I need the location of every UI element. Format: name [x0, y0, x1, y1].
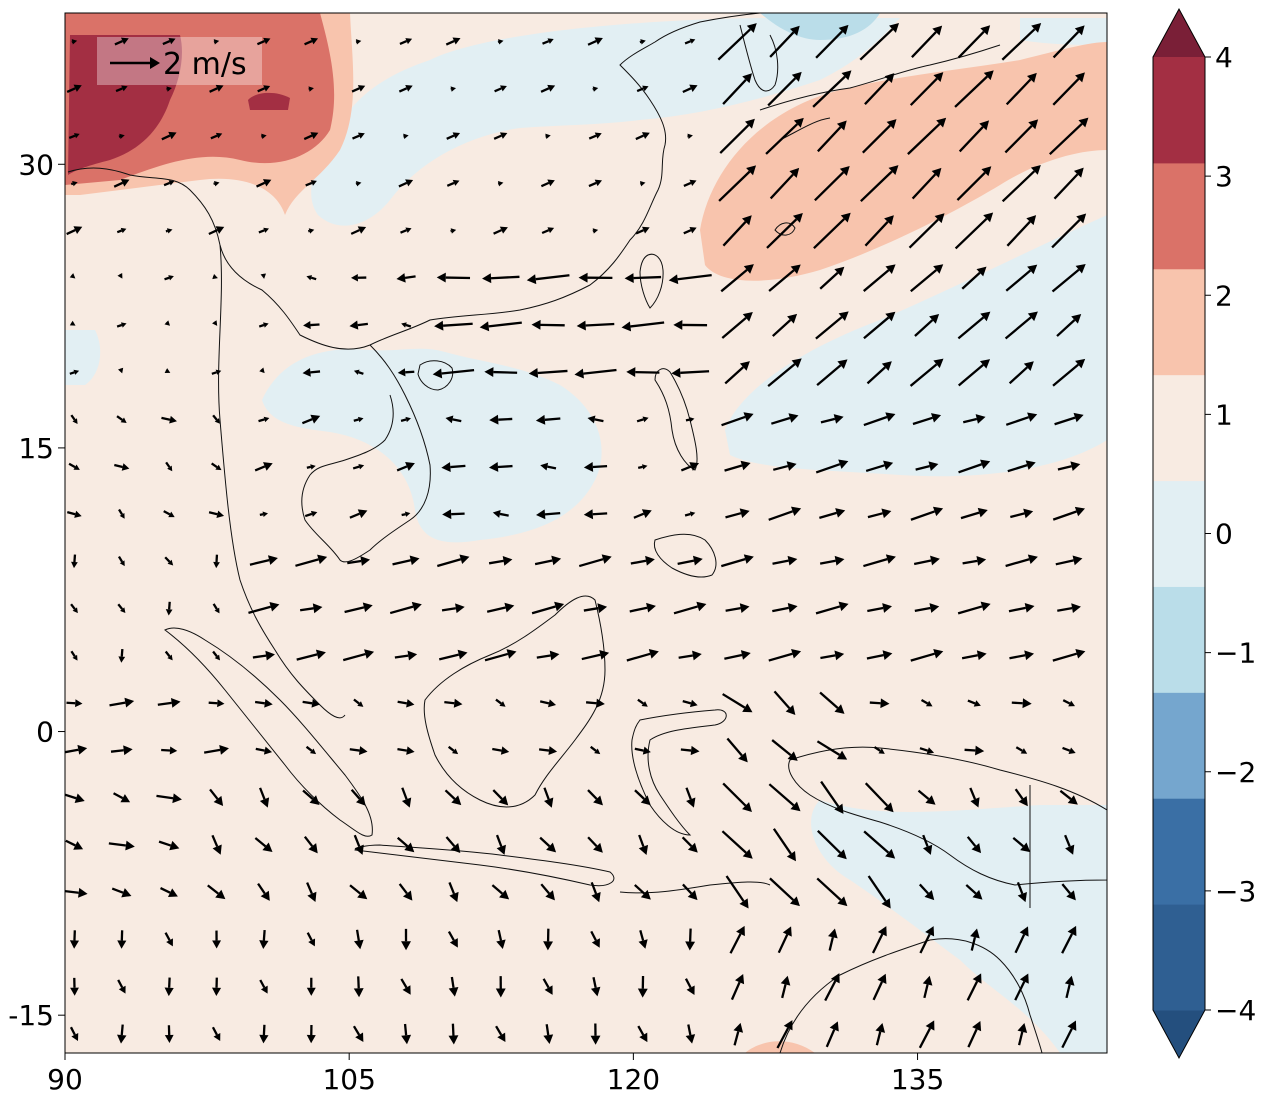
- wind-vector-shaft: [450, 466, 465, 467]
- wind-vector-shaft: [634, 277, 661, 278]
- wind-vector-shaft: [311, 278, 316, 280]
- wind-vector-shaft: [638, 467, 642, 468]
- colorbar-segment: [1153, 481, 1205, 587]
- wind-vector-shaft: [111, 750, 124, 751]
- wind-vector-shaft: [686, 420, 690, 421]
- wind-vector-shaft: [965, 750, 976, 751]
- wind-vector-shaft: [635, 372, 659, 373]
- wind-vector-shaft: [358, 324, 368, 325]
- colorbar-tick-label: 1: [1215, 398, 1233, 431]
- wind-vector-shaft: [264, 1025, 265, 1035]
- colorbar-segment: [1153, 163, 1205, 269]
- wind-vector-shaft: [498, 466, 513, 467]
- colorbar-segment: [1153, 798, 1205, 904]
- wind-vector-shaft: [255, 702, 265, 703]
- wind-vector-shaft: [310, 324, 319, 325]
- wind-vector-shaft: [74, 555, 75, 562]
- colorbar-segment: [1153, 692, 1205, 798]
- wind-vector-shaft: [402, 514, 406, 515]
- wind-vector-shaft: [165, 278, 170, 280]
- colorbar-segment: [1153, 57, 1205, 163]
- wind-vector-shaft: [117, 230, 121, 232]
- wind-vector-shaft: [259, 325, 264, 327]
- colorbar-tick-label: 4: [1215, 41, 1233, 74]
- colorbar-under-extension: [1153, 1010, 1205, 1058]
- wind-vector-shaft: [444, 702, 454, 703]
- x-tick-label: 135: [891, 1063, 944, 1096]
- colorbar-segment: [1153, 586, 1205, 692]
- wind-vector-shaft: [586, 324, 615, 326]
- wind-vector-shaft: [539, 749, 549, 750]
- wind-vector-shaft: [451, 514, 464, 515]
- colorbar-tick-label: −4: [1215, 994, 1256, 1027]
- wind-vector-shaft: [398, 702, 407, 704]
- wind-vector-shaft: [405, 372, 414, 373]
- wind-vector-shaft: [493, 372, 517, 373]
- wind-vector-shaft: [453, 1024, 454, 1036]
- wind-vector-shaft: [1012, 703, 1023, 704]
- wind-vector-shaft: [307, 467, 311, 468]
- wind-vector-shaft: [260, 514, 263, 515]
- y-axis: 30 15 0 -15: [8, 148, 65, 1032]
- x-axis: 90 105 120 135: [47, 1053, 944, 1096]
- wind-vector-shaft: [212, 372, 217, 374]
- colorbar-tick-label: 0: [1215, 518, 1233, 551]
- quiver-key-label: 2 m/s: [163, 47, 247, 82]
- x-tick-label: 90: [47, 1063, 83, 1096]
- y-tick-label: 15: [18, 432, 54, 465]
- wind-vector-shaft: [492, 749, 501, 751]
- wind-vector-shaft: [680, 371, 709, 373]
- wind-vector-shaft: [359, 372, 364, 374]
- wind-vector-shaft: [406, 325, 411, 327]
- wind-vector-shaft: [122, 649, 123, 657]
- colorbar-tick-label: 2: [1215, 279, 1233, 312]
- y-tick-label: 0: [36, 716, 54, 749]
- wind-vector-shaft: [685, 514, 690, 515]
- colorbar-tick-label: −3: [1215, 875, 1256, 908]
- colorbar-tick-label: −1: [1215, 637, 1256, 670]
- x-tick-label: 105: [322, 1063, 375, 1096]
- y-tick-label: 30: [18, 148, 54, 181]
- wind-vector-shaft: [547, 1024, 549, 1035]
- wind-vector-shaft: [545, 419, 560, 420]
- wind-vector-shaft: [681, 750, 691, 751]
- colorbar-tick-label: 3: [1215, 160, 1233, 193]
- wind-vector-shaft: [303, 702, 313, 703]
- wind-vector-shaft: [122, 1025, 123, 1035]
- wind-vector-shaft: [350, 749, 360, 750]
- wind-vector-shaft: [870, 703, 881, 704]
- wind-vector-shaft: [117, 325, 122, 327]
- wind-vector-shaft: [310, 371, 320, 372]
- colorbar-tick-label: −2: [1215, 756, 1256, 789]
- wind-vector-shaft: [397, 749, 406, 750]
- wind-vector-shaft: [593, 466, 607, 467]
- wind-vector-shaft: [491, 277, 519, 278]
- wind-vector-shaft: [498, 419, 512, 420]
- wind-vector-shaft: [354, 420, 359, 421]
- x-tick-label: 120: [607, 1063, 660, 1096]
- wind-vector-shaft: [593, 513, 607, 514]
- map-panel: 2 m/s: [61, 13, 1107, 1053]
- wind-vector-shaft: [405, 276, 416, 277]
- wind-vector-shaft: [452, 977, 454, 988]
- wind-vector-shaft: [209, 703, 218, 704]
- y-tick-label: -15: [8, 999, 54, 1032]
- wind-vector-shaft: [405, 1024, 406, 1035]
- colorbar-segment: [1153, 269, 1205, 375]
- wind-vector-shaft: [169, 602, 170, 609]
- wind-vector-shaft: [264, 930, 265, 940]
- colorbar-segment: [1153, 904, 1205, 1010]
- colorbar-segment: [1153, 375, 1205, 481]
- wind-vector-shaft: [586, 702, 596, 703]
- colorbar-over-extension: [1153, 9, 1205, 57]
- wind-vector-shaft: [401, 420, 406, 421]
- colorbar: −4 −3 −2 −1 0 1 2 3 4: [1153, 9, 1256, 1058]
- wind-vector-shaft: [545, 513, 560, 514]
- wind-vector-shaft: [70, 372, 75, 373]
